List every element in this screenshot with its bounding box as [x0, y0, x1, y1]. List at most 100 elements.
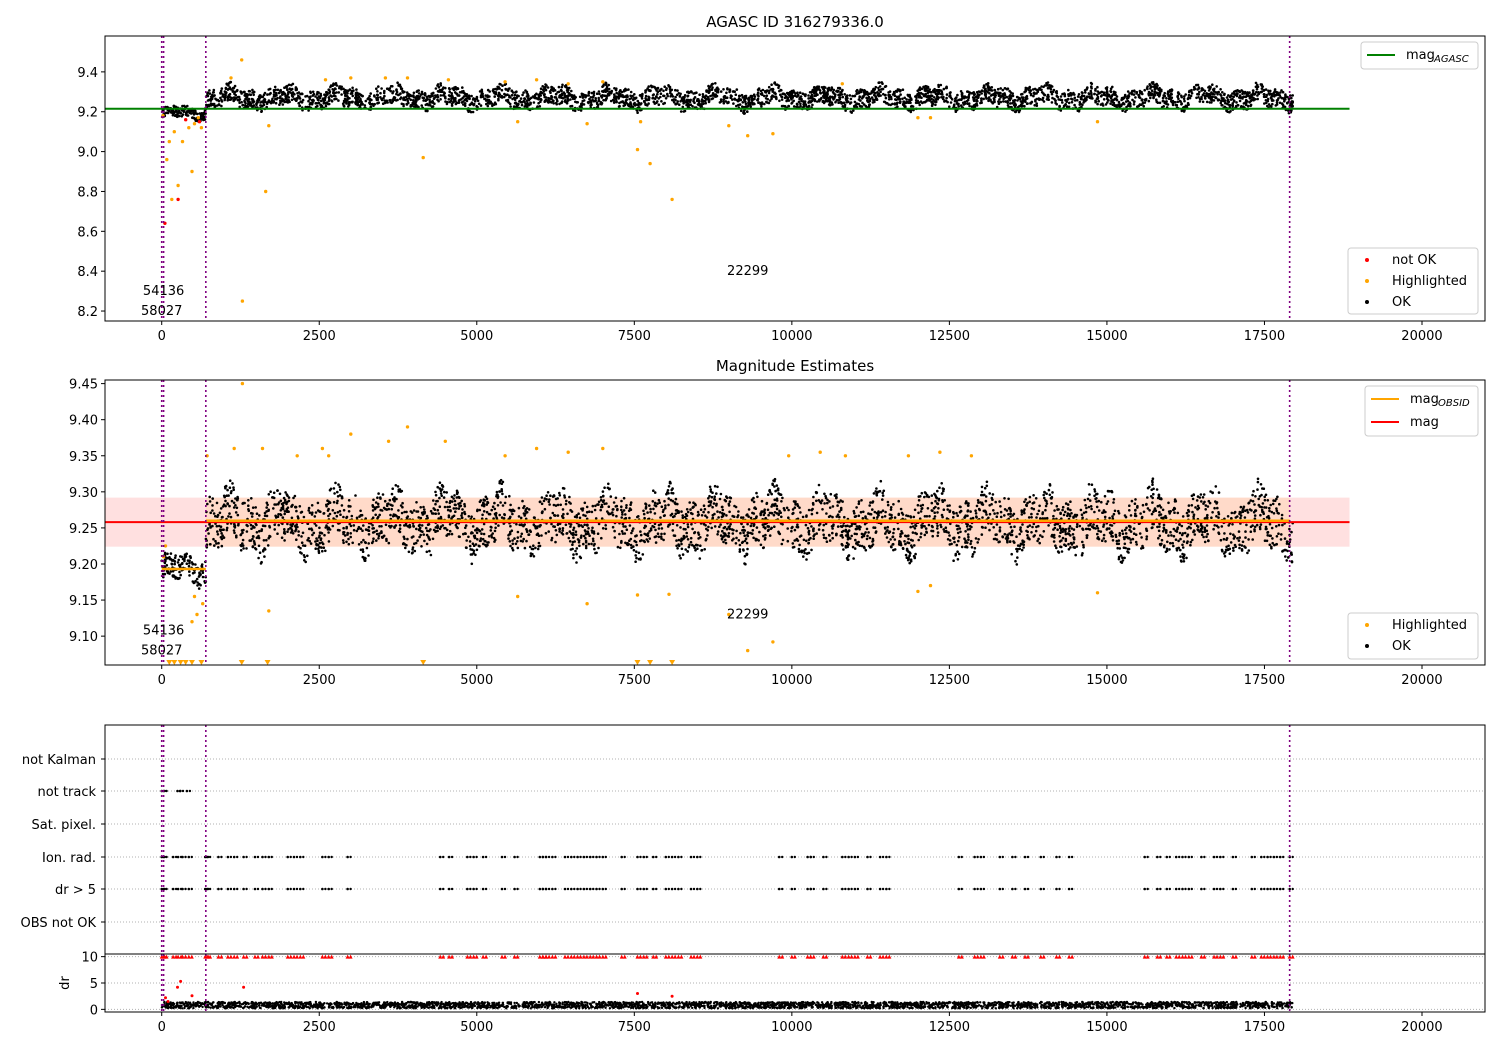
panel1-ok-point — [323, 97, 326, 101]
panel1-ok-point — [767, 91, 771, 95]
panel1-ok-point — [595, 92, 599, 95]
panel1-ok-point — [1286, 95, 1289, 99]
panel1-ok-point — [972, 104, 976, 107]
panel1-ok-point — [463, 98, 467, 102]
panel1-ok-point — [427, 94, 431, 98]
panel2-ok-point — [1113, 509, 1117, 513]
panel2-ok-point — [401, 501, 404, 505]
panel1-ok-point — [439, 98, 442, 101]
panel1-ok-point — [925, 87, 928, 90]
panel1-ok-point — [1183, 99, 1186, 103]
panel1-ok-point — [745, 96, 748, 100]
panel2-ok-point — [1259, 513, 1262, 517]
panel1-ok-point — [388, 99, 391, 102]
panel1-ok-point — [674, 88, 677, 92]
panel1-ok-point — [855, 89, 858, 93]
panel1-ok-point — [1196, 88, 1199, 91]
panel1-ok-point — [1221, 99, 1224, 102]
panel2-ok-point — [342, 515, 345, 519]
panel2-ok-point — [232, 529, 236, 532]
panel1-ok-point — [916, 101, 920, 104]
panel1-ok-point — [1177, 92, 1181, 96]
panel1-ok-point — [566, 86, 570, 90]
panel1-ok-point — [448, 90, 452, 94]
panel1-ok-point — [1246, 91, 1249, 94]
panel1-ok-point — [1088, 96, 1092, 99]
panel1-ok-point — [439, 94, 443, 97]
panel1-legend-label: mag — [1406, 48, 1435, 63]
panel1-ok-point — [1070, 93, 1074, 96]
panel2-ok-point — [1249, 499, 1253, 502]
panel2-ok-point — [481, 513, 484, 517]
panel2-ok-point — [1278, 502, 1281, 506]
panel2-ok-point — [628, 516, 631, 520]
panel1-ok-point — [1093, 92, 1096, 96]
panel1-ok-point — [636, 111, 639, 114]
panel1-ok-point — [979, 101, 982, 105]
panel1-ok-point — [744, 102, 748, 106]
panel1-ok-point — [600, 102, 603, 106]
panel1-ok-point — [803, 100, 807, 103]
panel1-ok-point — [417, 89, 421, 92]
panel1-ok-point — [1223, 99, 1227, 102]
panel1-highlighted-point — [1095, 120, 1100, 124]
panel1-ok-point — [1005, 95, 1009, 99]
panel2-ok-point — [543, 507, 547, 511]
panel1-ok-point — [598, 92, 601, 96]
panel2-ok-point — [178, 565, 182, 568]
panel1-ok-point — [993, 88, 996, 92]
panel1-ok-point — [916, 94, 920, 97]
panel1-ok-point — [361, 94, 364, 98]
panel1-ok-point — [939, 92, 943, 96]
panel1-ok-point — [710, 83, 714, 86]
panel2-ok-point — [1018, 547, 1021, 551]
panel2-ok-point — [234, 511, 238, 514]
panel1-ok-point — [564, 94, 568, 98]
panel2-ok-point — [513, 537, 516, 540]
panel1-ok-point — [1009, 97, 1013, 100]
panel2-ok-point — [338, 485, 342, 489]
panel1-ok-point — [350, 100, 353, 104]
panel1-ok-point — [309, 91, 313, 95]
panel1-ok-point — [1140, 103, 1143, 106]
panel1-ok-point — [1059, 95, 1063, 98]
panel1-ok-point — [980, 99, 983, 103]
panel2-ok-point — [367, 533, 371, 536]
panel1-ok-point — [1105, 86, 1109, 89]
panel1-ok-point — [316, 90, 319, 94]
panel1-ok-point — [278, 96, 282, 100]
panel2-ok-point — [1035, 525, 1038, 529]
panel1-ok-point — [1198, 100, 1202, 103]
panel1-ok-point — [1032, 94, 1035, 98]
panel2-ok-point — [196, 584, 199, 587]
panel2-ok-point — [286, 530, 289, 533]
panel1-ok-point — [597, 96, 600, 100]
panel2-ok-point — [781, 538, 785, 542]
panel1-highlighted-point — [176, 183, 180, 188]
panel1-ok-point — [945, 93, 949, 96]
panel2-ok-point — [597, 546, 600, 550]
panel1-ok-point — [620, 90, 624, 94]
panel1-ok-point — [968, 104, 971, 108]
panel2-ok-point — [780, 542, 784, 546]
panel1-ok-point — [1003, 87, 1007, 90]
panel1-ok-point — [956, 93, 959, 97]
panel1-ok-point — [1073, 96, 1077, 100]
panel2-ok-point — [236, 513, 240, 517]
panel1-ok-point — [305, 94, 309, 98]
panel1-ok-point — [1158, 86, 1161, 90]
panel2-ok-point — [702, 510, 705, 514]
panel1-ok-point — [356, 101, 360, 104]
panel1-ok-point — [1084, 91, 1087, 94]
panel1-ok-point — [1226, 98, 1230, 102]
panel2-ok-point — [375, 529, 379, 533]
panel2-ok-point — [377, 537, 380, 540]
panel1-ok-point — [287, 90, 291, 94]
panel2-ok-point — [648, 537, 651, 540]
panel1-ok-point — [1197, 93, 1200, 96]
panel1-ok-point — [1148, 83, 1152, 87]
panel1-ok-point — [767, 85, 771, 89]
panel1-ok-point — [224, 91, 228, 94]
panel2-ok-point — [509, 524, 512, 528]
panel2-ok-point — [601, 527, 605, 530]
